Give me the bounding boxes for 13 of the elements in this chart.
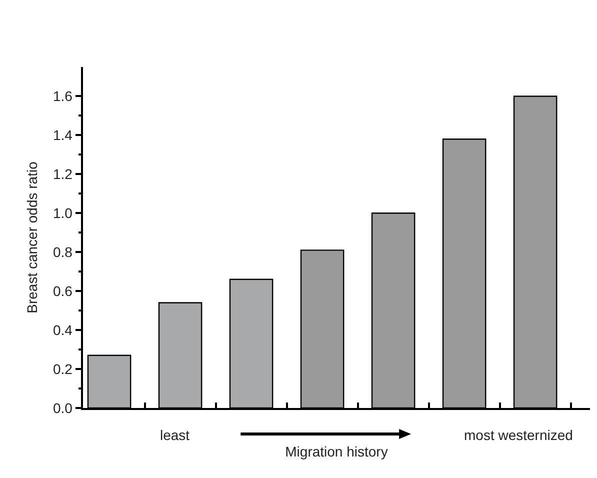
y-tick-label: 1.2 [52, 166, 73, 182]
y-tick-label: 0.4 [52, 322, 73, 338]
text: least [160, 427, 190, 443]
y-tick-label: 0.8 [52, 244, 73, 260]
y-tick-label: 0.2 [52, 360, 73, 377]
y-tick-label: 0.0 [52, 400, 73, 416]
y-tick-label: 0.6 [52, 282, 73, 299]
text: most westernized [464, 427, 573, 443]
x-axis-title: Migration history [285, 444, 388, 460]
y-tick-label: 1.0 [52, 205, 73, 222]
y-tick-label: 1.6 [52, 88, 73, 104]
y-axis-title: Breast cancer odds ratio [24, 161, 40, 314]
y-tick-label: 1.4 [52, 127, 73, 144]
